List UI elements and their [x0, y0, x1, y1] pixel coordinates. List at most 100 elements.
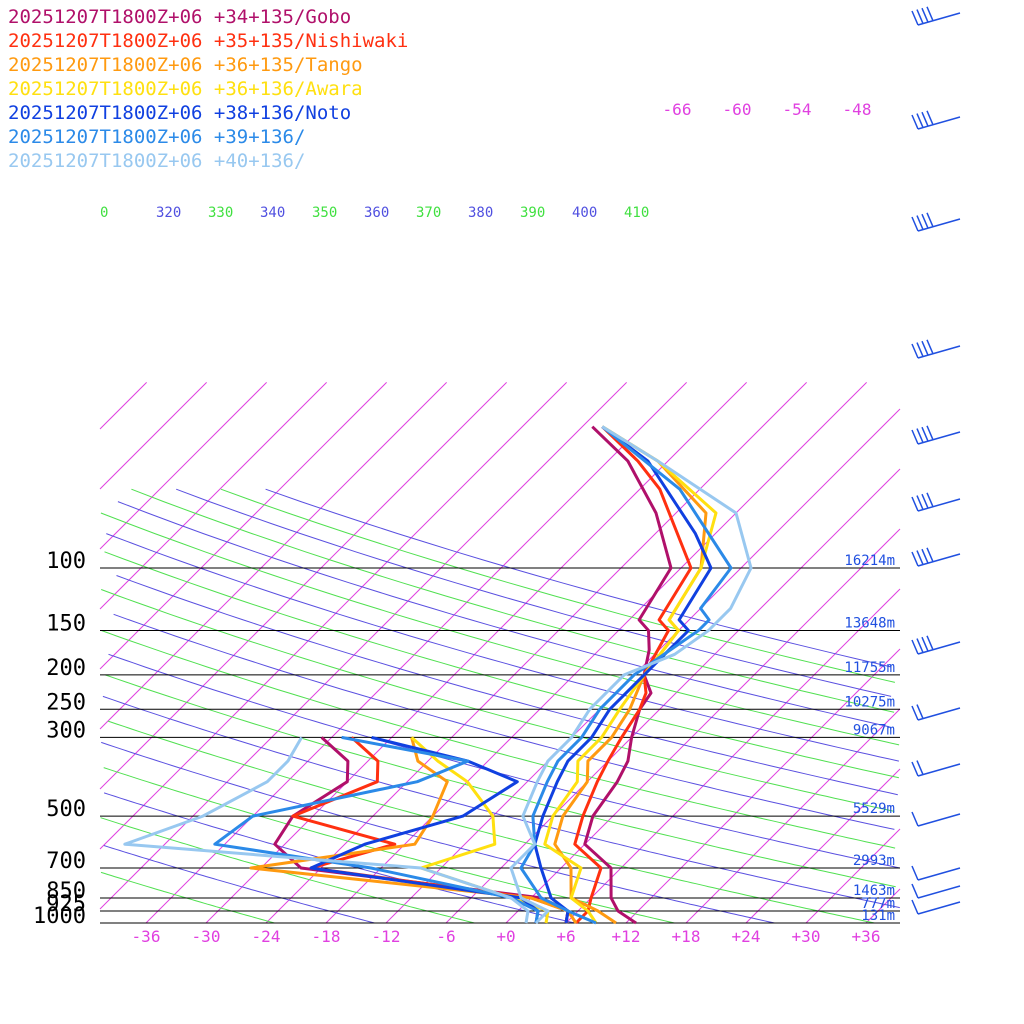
pressure-tick-label: 250 — [46, 690, 86, 715]
temperature-profile — [533, 425, 713, 924]
temperature-profile — [573, 425, 693, 925]
theta-line — [101, 630, 896, 849]
pressure-tick-label: 150 — [46, 612, 86, 637]
theta-line — [116, 575, 898, 796]
height-label: 9067m — [853, 722, 895, 738]
wind-barb — [911, 212, 961, 232]
pressure-lines — [100, 567, 900, 924]
temperature-tick-label: -30 — [192, 927, 221, 946]
wind-barb — [911, 760, 961, 777]
theta-line — [176, 488, 892, 697]
temperature-tick-label: +6 — [556, 927, 575, 946]
theta-line — [117, 501, 890, 728]
theta-line — [100, 817, 475, 924]
pressure-tick-label: 200 — [46, 656, 86, 681]
isotherm-line — [99, 382, 207, 490]
temperature-tick-label: +0 — [496, 927, 515, 946]
legend-entry: 20251207T1800Z+06 +34+135/Gobo — [8, 6, 351, 28]
wind-barbs — [911, 6, 961, 915]
theta-label: 0 — [100, 205, 108, 221]
isotherm-line — [625, 648, 901, 924]
legend: 20251207T1800Z+06 +34+135/Gobo 20251207T1… — [8, 6, 408, 172]
theta-line — [105, 674, 896, 888]
legend-entry: 20251207T1800Z+06 +40+136/ — [8, 150, 305, 172]
isotherm-line — [505, 528, 901, 924]
pressure-tick-label: 1000 — [33, 904, 86, 929]
wind-barb — [911, 110, 961, 130]
isotherm-line — [805, 828, 901, 924]
wind-barb — [911, 811, 961, 827]
height-label: 2993m — [853, 853, 895, 869]
theta-line — [108, 653, 900, 869]
isotherm-line — [99, 382, 447, 730]
temperature-tick-label: -24 — [252, 927, 281, 946]
isotherm-line — [865, 888, 901, 924]
temperature-ticks: -36 -30 -24 -18 -12 -6 +0 +6 +12 +18 +24 +30 +36 — [132, 927, 881, 946]
height-label: 10275m — [844, 694, 895, 710]
isotherm-top-labels: -66 -60 -54 -48 — [663, 100, 872, 119]
dewpoint-profile — [213, 735, 540, 924]
theta-label: 330 — [208, 205, 233, 221]
theta-line — [100, 871, 275, 924]
theta-label: 350 — [312, 205, 337, 221]
legend-entry: 20251207T1800Z+06 +36+136/Awara — [8, 78, 363, 100]
wind-barb — [911, 339, 961, 359]
theta-line — [131, 488, 895, 713]
theta-line — [103, 792, 575, 924]
dewpoint-profile — [123, 736, 530, 924]
theta-labels: 0 320 330 340 350 360 370 380 390 400 410 — [100, 205, 649, 221]
theta-label: 410 — [624, 205, 649, 221]
isotherm-line — [745, 768, 901, 924]
height-label: 11755m — [844, 660, 895, 676]
pressure-tick-label: 925 — [46, 892, 86, 917]
temperature-tick-label: +36 — [852, 927, 881, 946]
isotherm-line — [565, 588, 901, 924]
isotherm-line — [99, 382, 267, 550]
temperature-tick-label: +18 — [672, 927, 701, 946]
wind-barb — [911, 635, 961, 655]
isotherm-line — [99, 382, 327, 610]
wind-barb — [911, 704, 961, 721]
wind-barb — [911, 899, 961, 915]
theta-label: 340 — [260, 205, 285, 221]
isotherm-top-label: -54 — [783, 100, 812, 119]
theta-label: 400 — [572, 205, 597, 221]
pressure-tick-label: 700 — [46, 849, 86, 874]
pressure-tick-label: 500 — [46, 797, 86, 822]
temperature-profile — [519, 425, 733, 925]
isotherm-line — [99, 382, 387, 670]
legend-entry: 20251207T1800Z+06 +36+135/Tango — [8, 54, 363, 76]
theta-label: 320 — [156, 205, 181, 221]
height-label: 131m — [861, 908, 895, 924]
temperature-tick-label: -18 — [312, 927, 341, 946]
theta-line — [103, 845, 375, 924]
theta-label: 360 — [364, 205, 389, 221]
theta-label: 380 — [468, 205, 493, 221]
isotherm-top-label: -66 — [663, 100, 692, 119]
theta-line — [101, 741, 775, 924]
theta-line — [102, 695, 900, 909]
temperature-tick-label: +12 — [612, 927, 641, 946]
pressure-tick-label: 100 — [46, 549, 86, 574]
height-label: 13648m — [844, 616, 895, 632]
theta-label: 390 — [520, 205, 545, 221]
wind-barb — [911, 883, 961, 899]
isotherm-line — [445, 468, 901, 924]
legend-entry: 20251207T1800Z+06 +38+136/Noto — [8, 102, 351, 124]
height-label: 777m — [861, 896, 895, 912]
temperature-tick-label: -36 — [132, 927, 161, 946]
wind-barb — [911, 492, 961, 512]
temperature-tick-label: -6 — [436, 927, 455, 946]
wind-barb — [911, 547, 961, 567]
theta-line — [113, 613, 895, 830]
isotherm-line — [99, 382, 147, 430]
isotherm-top-label: -48 — [843, 100, 872, 119]
pressure-tick-label: 850 — [46, 879, 86, 904]
isotherm-top-label: -60 — [723, 100, 752, 119]
theta-line — [100, 512, 900, 746]
temperature-profile — [543, 425, 718, 924]
theta-line — [104, 551, 900, 779]
isotherm-line — [99, 382, 567, 850]
